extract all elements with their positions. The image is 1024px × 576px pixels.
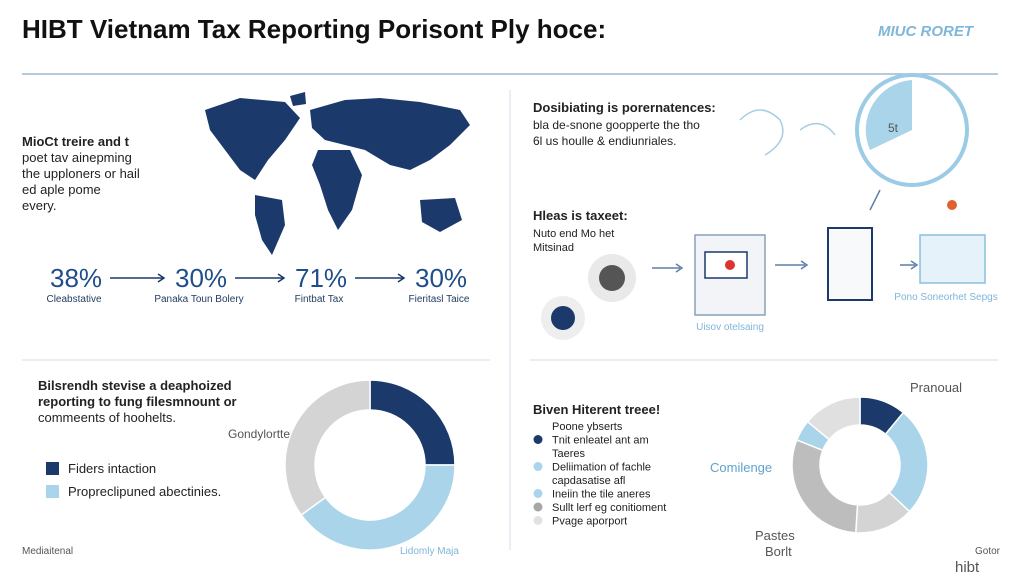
legend-dot — [533, 516, 543, 525]
callout: Comilenge — [710, 460, 772, 475]
flow-label: Pono Soneorhet Sepgs — [894, 292, 997, 303]
stat-label: Fintbat Tax — [295, 294, 344, 305]
legend-label: Sullt lerf eg conitioment — [552, 502, 666, 514]
callout: Pranoual — [910, 380, 962, 395]
arrow-head — [277, 273, 286, 283]
title: HIBT Vietnam Tax Reporting Porisont Ply … — [22, 14, 606, 44]
corner: hibt — [955, 559, 980, 576]
text-line: every. — [22, 198, 56, 213]
text-line: the upploners or hail — [22, 166, 140, 181]
corner: Gotor — [975, 546, 1001, 557]
stat-label: Cleabstative — [46, 294, 101, 305]
text-line: Nuto end Mo het — [533, 228, 614, 240]
legend-dot — [533, 462, 543, 471]
legend-label: Fiders intaction — [68, 461, 156, 476]
legend-dot — [533, 435, 543, 444]
legend-dot — [533, 502, 543, 512]
text-line: Mitsinad — [533, 242, 574, 254]
text-line: 6l us houlle & endiunriales. — [533, 134, 676, 148]
stat-value: 30% — [175, 263, 227, 293]
legend-label: Propreclipuned abectinies. — [68, 484, 221, 499]
stat-label: Fieritasl Taice — [409, 294, 470, 305]
stat-value: 38% — [50, 263, 102, 293]
heading: Dosibiating is porernatences: — [533, 100, 716, 115]
legend-label: Taeres — [552, 448, 586, 460]
stat-value: 30% — [415, 263, 467, 293]
flow-art — [541, 73, 986, 340]
badge: MIUC RORET — [878, 23, 975, 40]
legend-label: Tnit enleatel ant am — [552, 435, 649, 447]
footer: Lidomly Maja — [400, 546, 459, 557]
stat-label: Panaka Toun Bolery — [154, 294, 243, 305]
text-line: Bilsrendh stevise a deaphoized — [38, 378, 232, 393]
legend-swatch — [46, 462, 59, 475]
legend-label: Deliimation of fachle — [552, 462, 651, 474]
arrow-head — [157, 273, 166, 283]
legend-label: Ineiin the tile aneres — [552, 489, 651, 501]
icon-label: 5t — [888, 121, 899, 135]
legend-label: Pvage aporport — [552, 516, 627, 528]
legend-dot — [533, 489, 543, 498]
callout: Pastes — [755, 528, 795, 543]
corner: Mediaitenal — [22, 546, 73, 557]
heading: Biven Hiterent treee! — [533, 402, 660, 417]
text-line: bla de-snone goopperte the tho — [533, 118, 700, 132]
flow-label: Uisov otelsaing — [696, 322, 764, 333]
donut-segment — [300, 464, 456, 551]
callout: Gondylortter — [228, 427, 294, 441]
text-line: MioCt treire and t — [22, 134, 130, 149]
callout: Borlt — [765, 544, 792, 559]
stat-value: 71% — [295, 263, 347, 293]
text-line: ed aple pome — [22, 182, 101, 197]
legend-swatch — [46, 485, 59, 498]
text-line: commeents of hoohelts. — [38, 410, 176, 425]
donut-segment — [284, 379, 371, 517]
text-line: poet tav ainepming — [22, 150, 132, 165]
legend-label: capdasatise afl — [552, 475, 625, 487]
world-map — [205, 92, 470, 255]
legend-label: Poone ybserts — [552, 421, 623, 433]
donut-segment — [806, 396, 861, 441]
arrow-head — [397, 273, 406, 283]
heading: Hleas is taxeet: — [533, 208, 628, 223]
text-line: reporting to fung filesmnount or — [38, 394, 237, 409]
